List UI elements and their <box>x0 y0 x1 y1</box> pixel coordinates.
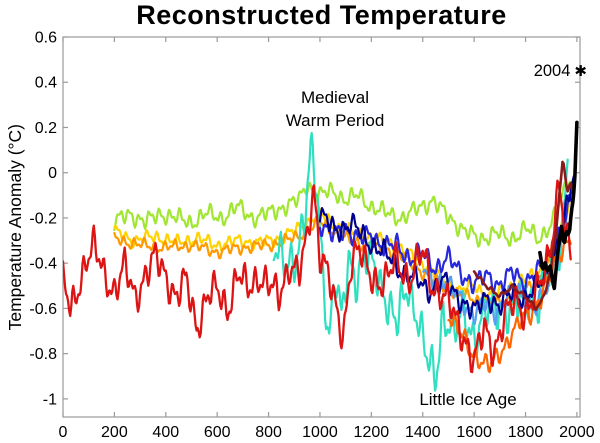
x-tick-label: 1600 <box>456 424 492 441</box>
annotation-little-ice-age: Little Ice Age <box>419 390 517 409</box>
y-tick-label: -0.4 <box>29 256 57 273</box>
y-tick-label: 0.2 <box>35 120 57 137</box>
annotation-medieval-warm-period: Medieval Warm Period <box>235 86 435 132</box>
annotation-2004-label: 2004 <box>533 62 571 80</box>
reconstruction-light-green <box>113 180 576 248</box>
reconstruction-blue <box>318 194 573 295</box>
x-tick-label: 600 <box>204 424 231 441</box>
x-tick-label: 200 <box>101 424 128 441</box>
reconstruction-dark-red <box>472 160 576 312</box>
y-tick-label: -1 <box>43 391 57 408</box>
y-tick-label: -0.8 <box>29 346 57 363</box>
y-tick-label: 0.6 <box>35 30 57 47</box>
axis-box <box>62 36 581 418</box>
x-tick-label: 400 <box>152 424 179 441</box>
reconstruction-red <box>63 179 572 374</box>
x-tick-label: 1200 <box>354 424 390 441</box>
y-tick-label: 0.4 <box>35 75 57 92</box>
x-tick-label: 0 <box>59 424 68 441</box>
instrumental-record-black <box>538 120 579 291</box>
reconstruction-navy <box>318 175 575 320</box>
annotation-medieval-line2: Warm Period <box>285 111 385 130</box>
x-tick-label: 800 <box>255 424 282 441</box>
x-tick-label: 1800 <box>508 424 544 441</box>
x-tick-label: 2000 <box>559 424 595 441</box>
annotation-2004: 2004 ✱ <box>534 62 587 81</box>
y-tick-label: -0.2 <box>29 210 57 227</box>
series-group <box>63 120 579 392</box>
x-tick-label: 1400 <box>405 424 441 441</box>
asterisk-2004-marker-icon: ✱ <box>574 62 587 80</box>
y-tick-label: -0.6 <box>29 301 57 318</box>
y-tick-label: 0 <box>48 165 57 182</box>
x-tick-label: 1000 <box>302 424 338 441</box>
annotation-medieval-line1: Medieval <box>300 88 370 107</box>
chart-title: Reconstructed Temperature <box>136 0 507 30</box>
